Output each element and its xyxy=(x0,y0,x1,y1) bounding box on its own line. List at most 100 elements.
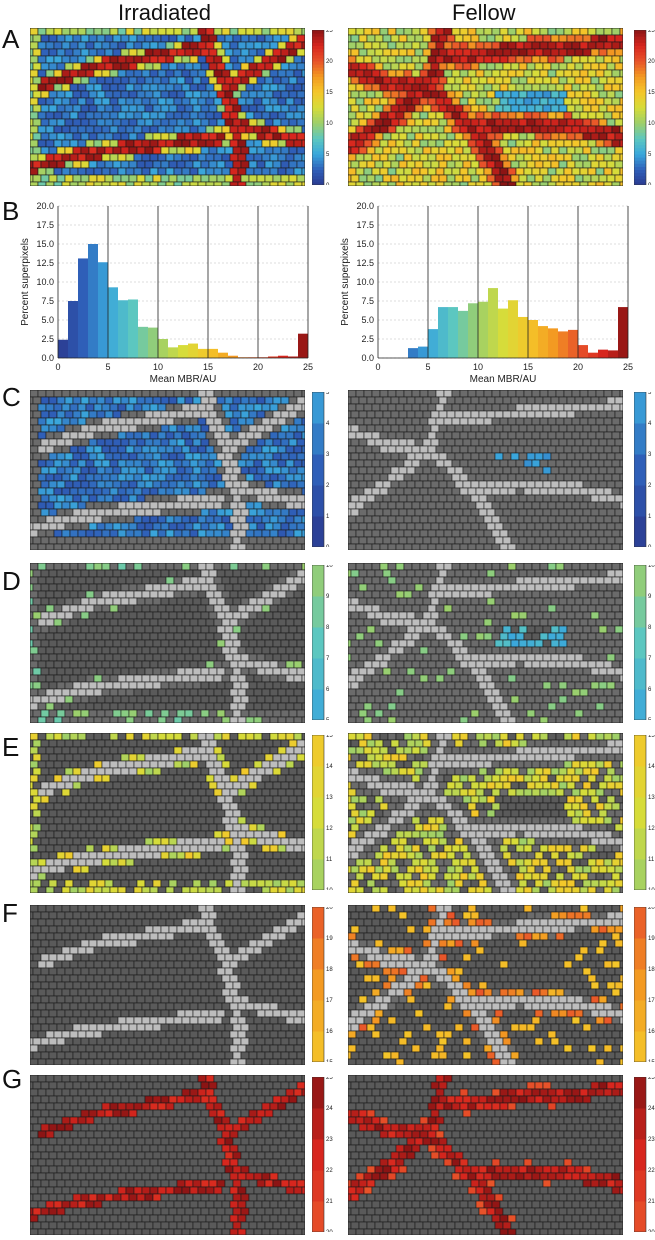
superpixel xyxy=(45,139,55,148)
superpixel xyxy=(523,390,533,398)
superpixel xyxy=(403,390,413,398)
superpixel xyxy=(205,716,215,723)
superpixel xyxy=(523,181,533,186)
superpixel xyxy=(348,480,352,489)
superpixel xyxy=(125,473,135,482)
superpixel xyxy=(30,28,39,36)
superpixel xyxy=(390,536,400,545)
superpixel xyxy=(363,543,373,550)
superpixel xyxy=(555,632,565,641)
superpixel xyxy=(619,618,623,627)
superpixel xyxy=(555,646,565,655)
superpixel xyxy=(427,431,437,440)
superpixel xyxy=(256,522,266,531)
superpixel xyxy=(192,625,202,634)
superpixel xyxy=(518,132,528,141)
superpixel xyxy=(395,111,405,120)
superpixel xyxy=(355,390,365,398)
superpixel xyxy=(566,536,576,545)
superpixel xyxy=(30,424,34,433)
superpixel xyxy=(285,83,295,92)
superpixel xyxy=(526,160,536,169)
superpixel xyxy=(296,132,305,141)
superpixel xyxy=(109,632,119,641)
colorbar-segment xyxy=(312,42,324,46)
superpixel xyxy=(499,153,509,162)
superpixel xyxy=(197,473,207,482)
superpixel xyxy=(56,583,66,592)
superpixel xyxy=(403,618,413,627)
superpixel xyxy=(40,522,50,531)
superpixel xyxy=(72,536,82,545)
superpixel xyxy=(112,508,122,517)
superpixel xyxy=(379,501,389,510)
superpixel xyxy=(422,625,432,634)
superpixel xyxy=(395,431,405,440)
superpixel xyxy=(229,431,239,440)
superpixel xyxy=(486,508,496,517)
superpixel xyxy=(80,508,90,517)
superpixel xyxy=(371,55,381,64)
superpixel xyxy=(205,590,215,599)
superpixel xyxy=(550,90,560,99)
superpixel xyxy=(491,618,501,627)
histogram-bar xyxy=(148,327,158,358)
superpixel xyxy=(240,438,250,447)
superpixel xyxy=(531,515,541,524)
superpixel xyxy=(510,508,520,517)
superpixel xyxy=(518,160,528,169)
superpixel xyxy=(141,153,151,162)
superpixel xyxy=(200,639,210,648)
superpixel xyxy=(398,625,408,634)
superpixel xyxy=(144,522,154,531)
superpixel xyxy=(184,508,194,517)
superpixel xyxy=(168,146,178,155)
superpixel xyxy=(30,660,39,669)
superpixel xyxy=(366,424,376,433)
superpixel xyxy=(109,181,119,186)
superpixel xyxy=(595,660,605,669)
superpixel xyxy=(462,424,472,433)
colorbar-segment xyxy=(634,88,646,93)
superpixel xyxy=(61,487,71,496)
superpixel xyxy=(77,563,87,571)
superpixel xyxy=(411,529,421,538)
superpixel xyxy=(168,480,178,489)
superpixel xyxy=(566,611,576,620)
superpixel xyxy=(598,104,608,113)
superpixel xyxy=(595,139,605,148)
superpixel xyxy=(37,688,47,697)
superpixel xyxy=(56,639,66,648)
superpixel xyxy=(348,473,357,482)
superpixel xyxy=(387,618,397,627)
superpixel xyxy=(189,646,199,655)
superpixel xyxy=(571,618,581,627)
superpixel xyxy=(184,452,194,461)
superpixel xyxy=(379,28,389,36)
superpixel xyxy=(61,618,71,627)
superpixel xyxy=(507,590,517,599)
superpixel xyxy=(403,563,413,571)
superpixel xyxy=(475,83,485,92)
superpixel xyxy=(144,466,154,475)
superpixel xyxy=(157,111,167,120)
superpixel xyxy=(80,34,90,43)
superpixel xyxy=(611,563,621,571)
superpixel xyxy=(595,167,605,176)
superpixel xyxy=(144,438,154,447)
superpixel xyxy=(240,681,250,690)
colorbar-segment xyxy=(312,138,324,143)
superpixel xyxy=(30,153,39,162)
row-label-b: B xyxy=(2,196,20,226)
superpixel xyxy=(181,515,191,524)
superpixel xyxy=(603,403,613,412)
superpixel xyxy=(256,508,266,517)
superpixel xyxy=(542,438,552,447)
superpixel xyxy=(136,118,146,127)
superpixel xyxy=(69,69,79,78)
histogram-bar xyxy=(268,356,278,358)
superpixel xyxy=(133,646,143,655)
superpixel xyxy=(566,424,576,433)
superpixel xyxy=(248,76,258,85)
superpixel xyxy=(467,473,477,482)
